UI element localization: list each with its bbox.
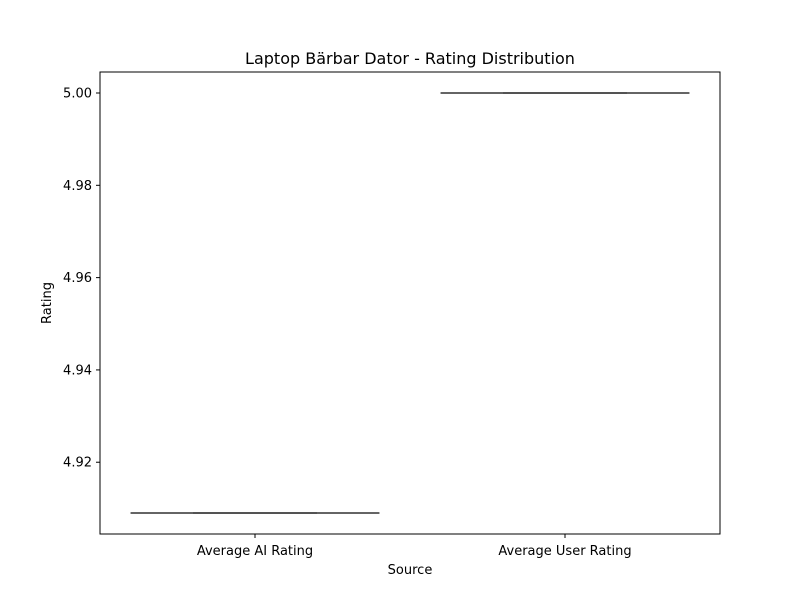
x-tick-label: Average AI Rating [197,544,313,559]
y-tick-label: 5.00 [63,87,92,102]
y-tick-label: 4.96 [63,271,92,286]
y-tick-label: 4.92 [63,456,92,471]
x-tick-label: Average User Rating [498,544,631,559]
x-axis-label: Source [388,563,433,578]
chart-title: Laptop Bärbar Dator - Rating Distributio… [245,49,575,68]
y-tick-label: 4.98 [63,179,92,194]
y-tick-label: 4.94 [63,363,92,378]
y-axis-label: Rating [40,282,55,324]
